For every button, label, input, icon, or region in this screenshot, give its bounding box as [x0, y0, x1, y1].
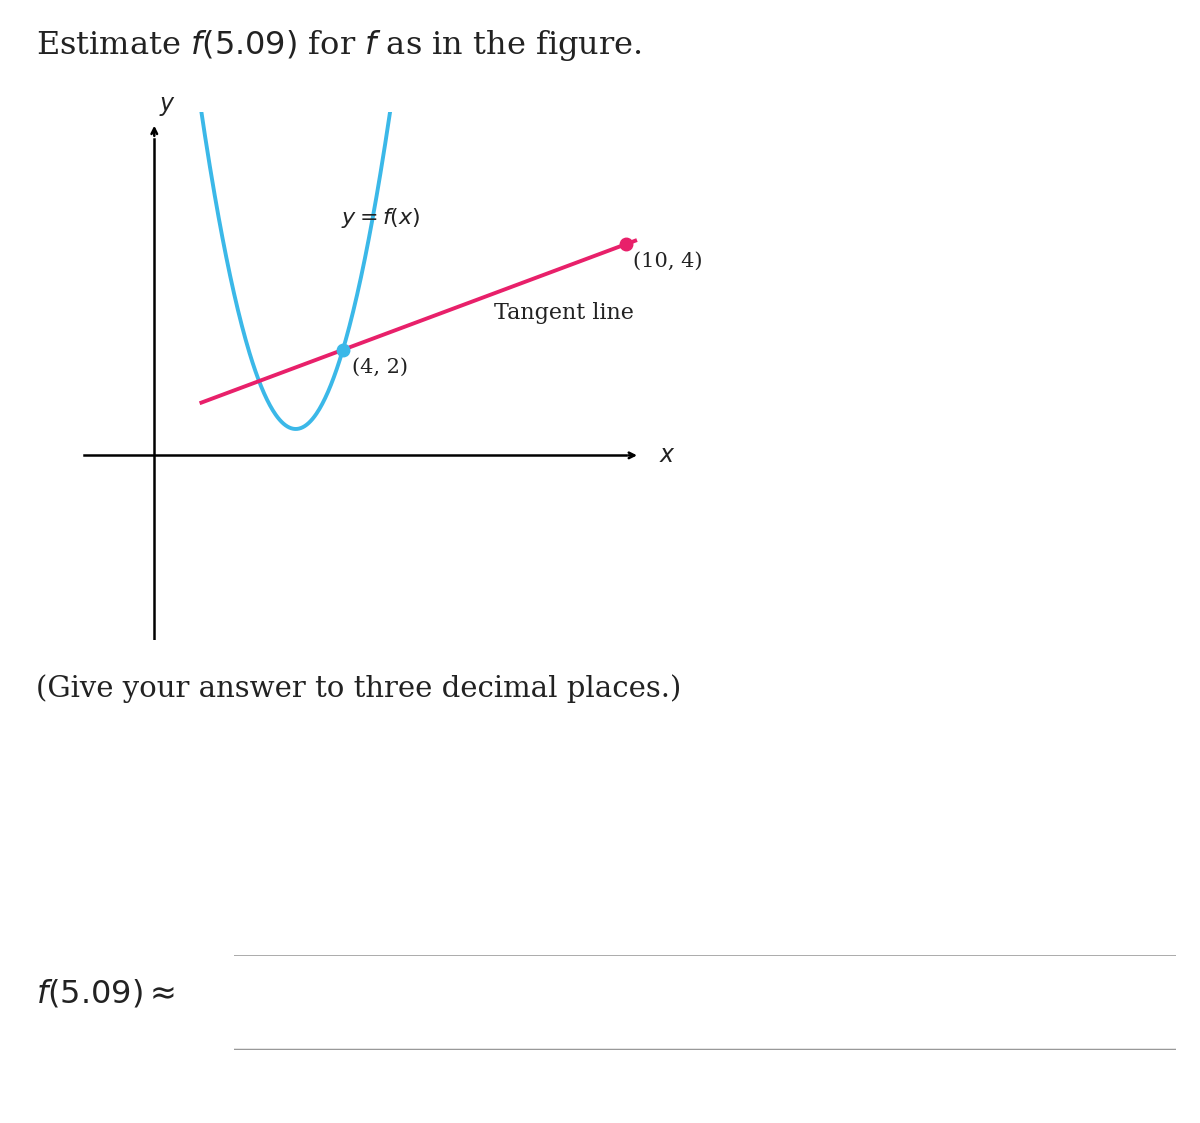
Text: (10, 4): (10, 4): [632, 253, 702, 271]
FancyBboxPatch shape: [192, 955, 1200, 1050]
Text: Estimate $f(5.09)$ for $f$ as in the figure.: Estimate $f(5.09)$ for $f$ as in the fig…: [36, 28, 642, 63]
Text: (Give your answer to three decimal places.): (Give your answer to three decimal place…: [36, 674, 682, 703]
Text: $y = f(x)$: $y = f(x)$: [341, 206, 420, 230]
Text: (4, 2): (4, 2): [353, 358, 408, 376]
Text: Tangent line: Tangent line: [493, 302, 634, 323]
Text: $f(5.09) \approx$: $f(5.09) \approx$: [36, 978, 175, 1010]
Text: $y$: $y$: [158, 94, 176, 118]
Text: $x$: $x$: [659, 444, 676, 467]
